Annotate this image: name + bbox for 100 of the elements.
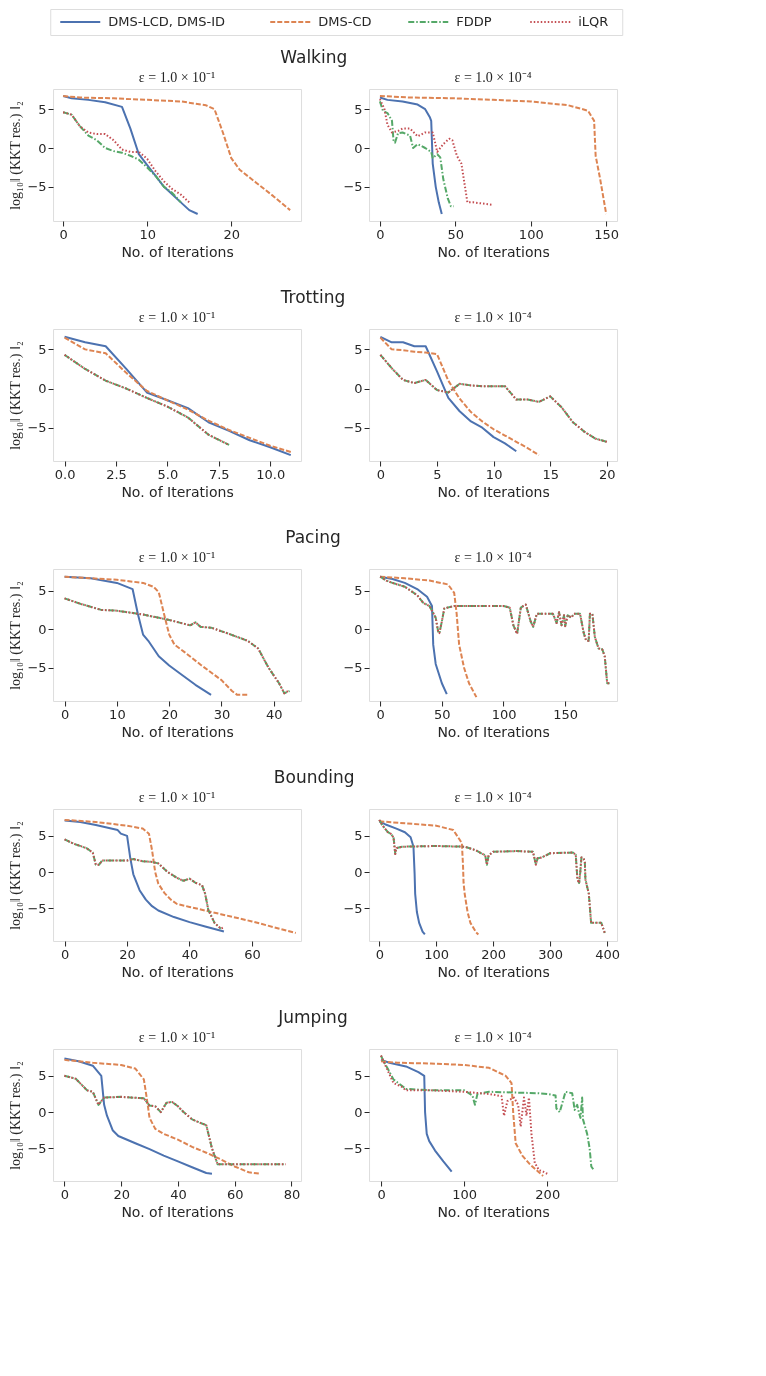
y-tick-label: 0	[38, 381, 47, 397]
x-tick-label: 10	[139, 226, 156, 242]
x-axis-title: No. of Iterations	[437, 963, 550, 980]
chart-subtitle: ε = 1.0 × 10⁻¹	[138, 790, 216, 805]
chart-subtitle: ε = 1.0 × 10⁻¹	[138, 1030, 216, 1045]
line-series	[63, 1074, 287, 1166]
y-tick-label: 5	[354, 341, 363, 357]
y-tick-label: 0	[38, 864, 47, 880]
y-tick-label: 0	[354, 1104, 363, 1120]
x-tick-label: 150	[594, 226, 620, 242]
x-tick-label: 20	[161, 706, 178, 722]
line-series	[378, 818, 606, 935]
y-tick-label: 5	[354, 101, 363, 117]
line-series	[63, 1058, 262, 1175]
x-tick-label: 0	[377, 1186, 386, 1202]
y-tick-label: 5	[38, 341, 47, 357]
y-tick-label: −5	[343, 420, 363, 436]
chart-title: Jumping	[277, 1006, 348, 1027]
x-tick-label: 100	[452, 1186, 478, 1202]
y-tick-label: −5	[27, 660, 47, 676]
line-series	[379, 335, 518, 453]
x-tick-label: 40	[170, 1186, 187, 1202]
x-tick-label: 40	[266, 706, 283, 722]
x-axis-title: No. of Iterations	[121, 483, 234, 500]
x-tick-label: 0	[376, 706, 385, 722]
y-axis-title: log₁₀‖ (KKT res.) ‖₂	[8, 1061, 25, 1170]
y-tick-label: 0	[354, 621, 363, 637]
line-series	[63, 819, 225, 933]
x-tick-label: 100	[518, 226, 544, 242]
y-tick-label: 5	[354, 828, 363, 844]
y-axis-title: log₁₀‖ (KKT res.) ‖₂	[8, 101, 25, 210]
line-series	[63, 575, 249, 696]
y-tick-label: −5	[27, 179, 47, 195]
x-tick-label: 0	[59, 226, 68, 242]
x-axis-title: No. of Iterations	[437, 483, 550, 500]
x-axis-title: No. of Iterations	[121, 723, 234, 740]
x-tick-label: 10	[109, 706, 126, 722]
x-axis-title: No. of Iterations	[437, 243, 550, 260]
x-axis-title: No. of Iterations	[437, 1203, 550, 1220]
x-tick-label: 0.0	[54, 466, 76, 482]
line-series	[63, 597, 291, 695]
y-tick-label: −5	[343, 900, 363, 916]
x-tick-label: 0	[60, 946, 70, 962]
line-series	[378, 98, 493, 206]
x-tick-label: 60	[244, 946, 261, 962]
line-series	[380, 1058, 453, 1173]
chart-title: Walking	[280, 46, 348, 67]
y-tick-label: 0	[38, 621, 47, 637]
y-axis-title: log₁₀‖ (KKT res.) ‖₂	[8, 341, 25, 450]
line-series	[378, 820, 426, 936]
y-tick-label: 5	[354, 583, 363, 599]
x-tick-label: 20	[119, 946, 136, 962]
legend-label: DMS-CD	[318, 14, 372, 29]
y-tick-label: 0	[354, 140, 363, 156]
x-tick-label: 200	[481, 946, 507, 962]
line-series	[379, 336, 540, 457]
x-tick-label: 0	[376, 466, 386, 482]
x-tick-label: 0	[60, 1186, 70, 1202]
y-tick-label: 0	[354, 864, 363, 880]
x-tick-label: 0	[60, 706, 70, 722]
line-series	[379, 353, 608, 443]
x-tick-label: 200	[535, 1186, 561, 1202]
x-tick-label: 20	[599, 466, 616, 482]
x-tick-label: 150	[553, 706, 579, 722]
x-tick-label: 100	[424, 946, 450, 962]
x-axis-title: No. of Iterations	[121, 1203, 234, 1220]
line-series	[62, 94, 199, 216]
line-series	[378, 100, 455, 208]
chart-title: Bounding	[273, 766, 355, 787]
line-series	[63, 1057, 213, 1175]
x-tick-label: 30	[213, 706, 231, 722]
x-tick-label: 20	[223, 226, 241, 242]
chart-title: Trotting	[279, 286, 346, 307]
x-tick-label: 2.5	[106, 466, 127, 482]
y-tick-label: 5	[38, 583, 47, 599]
chart-subtitle: ε = 1.0 × 10⁻¹	[138, 310, 216, 325]
chart-title: Pacing	[285, 526, 341, 547]
line-series	[378, 96, 443, 216]
x-tick-label: 60	[226, 1186, 244, 1202]
line-series	[63, 818, 297, 935]
x-tick-label: 10	[485, 466, 503, 482]
x-tick-label: 80	[283, 1186, 301, 1202]
x-tick-label: 50	[447, 226, 465, 242]
x-tick-label: 400	[595, 946, 620, 962]
x-tick-label: 5	[433, 466, 442, 482]
y-tick-label: 5	[354, 1068, 363, 1084]
line-series	[378, 820, 480, 936]
x-tick-label: 7.5	[208, 466, 230, 482]
chart-subtitle: ε = 1.0 × 10⁻⁴	[454, 790, 532, 805]
chart-subtitle: ε = 1.0 × 10⁻¹	[138, 70, 216, 85]
x-axis-title: No. of Iterations	[437, 723, 550, 740]
y-tick-label: −5	[27, 420, 47, 436]
y-tick-label: 0	[38, 140, 47, 156]
x-tick-label: 0	[376, 226, 385, 242]
chart-subtitle: ε = 1.0 × 10⁻⁴	[454, 550, 532, 565]
chart-subtitle: ε = 1.0 × 10⁻⁴	[454, 70, 532, 85]
x-tick-label: 5.0	[157, 466, 179, 482]
y-tick-label: −5	[27, 1140, 47, 1156]
y-tick-label: 0	[38, 1104, 47, 1120]
x-tick-label: 300	[538, 946, 564, 962]
